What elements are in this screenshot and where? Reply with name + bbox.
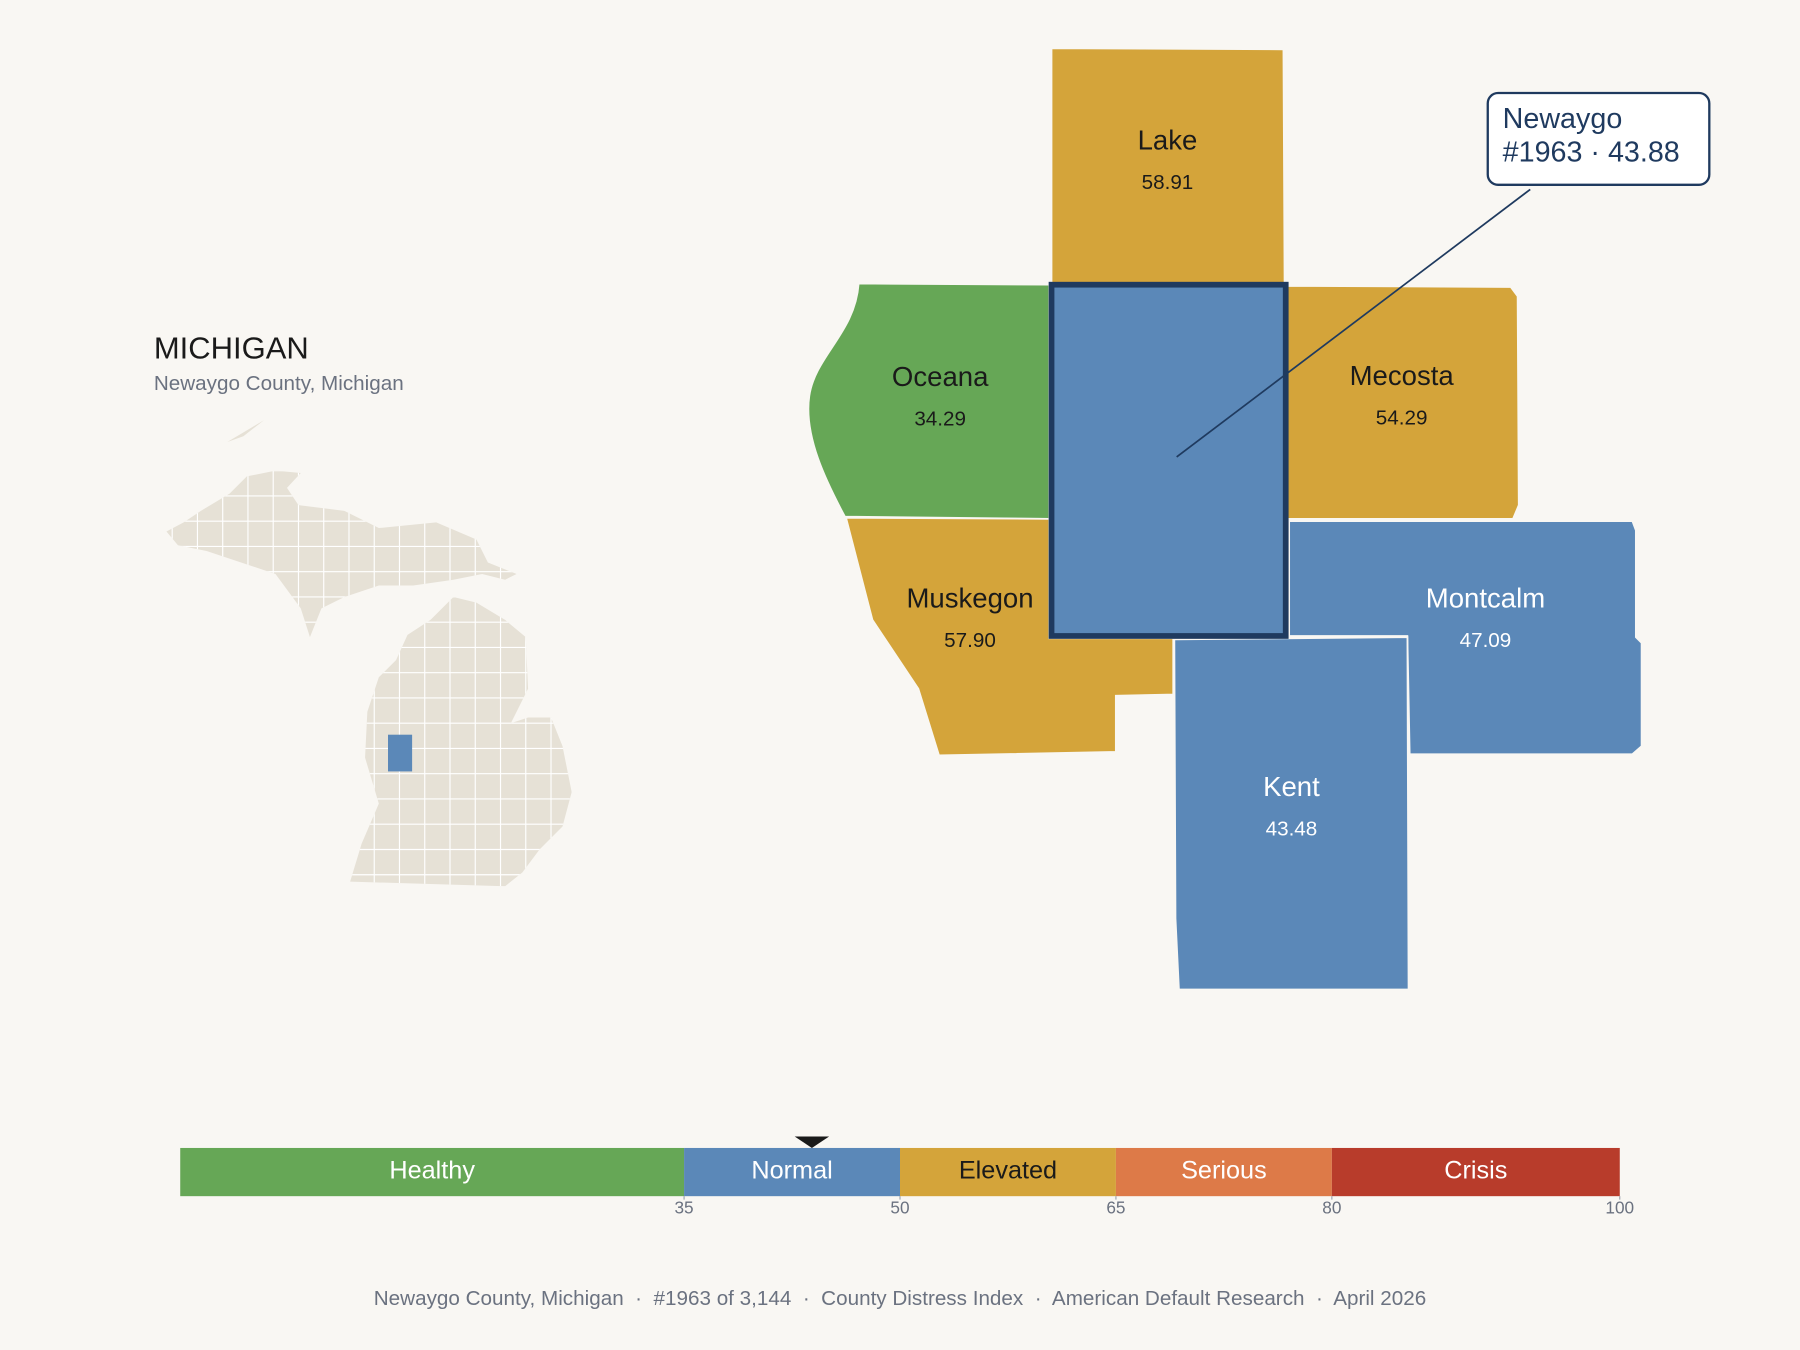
scale-segment: [180, 1147, 685, 1197]
county: [807, 282, 1051, 520]
county-value: 54.29: [1376, 406, 1428, 429]
county: [1288, 520, 1643, 756]
scale-marker: [794, 1136, 830, 1148]
scale-tick-label: 80: [1322, 1197, 1341, 1217]
footer: Newaygo County, Michigan · #1963 of 3,14…: [374, 1287, 1426, 1310]
scale-label: Healthy: [389, 1157, 475, 1185]
county-name: Mecosta: [1350, 360, 1455, 391]
county: [1173, 636, 1410, 991]
county-name: Montcalm: [1426, 583, 1545, 614]
scale-tick-label: 35: [674, 1197, 693, 1217]
scale-tick-label: 100: [1605, 1197, 1634, 1217]
callout-name: Newaygo: [1503, 103, 1623, 135]
county-map: Lake 58.91 Oceana 34.29 Mecosta 54.29 Muskegon…: [807, 47, 1643, 991]
scale-tick-label: 65: [1106, 1197, 1125, 1217]
county-value: 34.29: [914, 408, 966, 431]
county-value: 58.91: [1142, 171, 1194, 194]
distress-scale: Healthy Normal Elevated Serious Crisis 35 50 65…: [180, 1136, 1634, 1217]
focus-county-mini: [388, 734, 413, 772]
county-name: Oceana: [892, 361, 989, 392]
scale-tick-label: 50: [890, 1197, 909, 1217]
county-value: 57.90: [944, 629, 996, 652]
county: [1286, 284, 1520, 520]
scale-label: Serious: [1181, 1157, 1267, 1185]
callout-detail: #1963 · 43.88: [1503, 136, 1680, 168]
scale-segment: [1331, 1147, 1620, 1197]
scale-segment: [684, 1147, 900, 1197]
county-value: 43.48: [1266, 817, 1318, 840]
scale-segment: [1115, 1147, 1332, 1197]
callout: Newaygo #1963 · 43.88: [1176, 91, 1711, 458]
county-value: 47.09: [1460, 629, 1512, 652]
scale-label: Normal: [751, 1157, 832, 1185]
county: [1050, 47, 1286, 285]
focus-county: [1048, 281, 1289, 639]
county-name: Lake: [1138, 125, 1198, 156]
scale-label: Elevated: [959, 1157, 1057, 1185]
county-name: Muskegon: [906, 583, 1033, 614]
callout-box: [1486, 91, 1711, 186]
callout-leader: [1176, 188, 1531, 458]
scale-segment: [900, 1147, 1116, 1197]
state-subtitle: Newaygo County, Michigan: [154, 372, 404, 395]
scale-label: Crisis: [1444, 1157, 1507, 1185]
state-title: MICHIGAN: [154, 330, 309, 365]
county-name: Kent: [1263, 771, 1320, 802]
island: [227, 420, 265, 442]
